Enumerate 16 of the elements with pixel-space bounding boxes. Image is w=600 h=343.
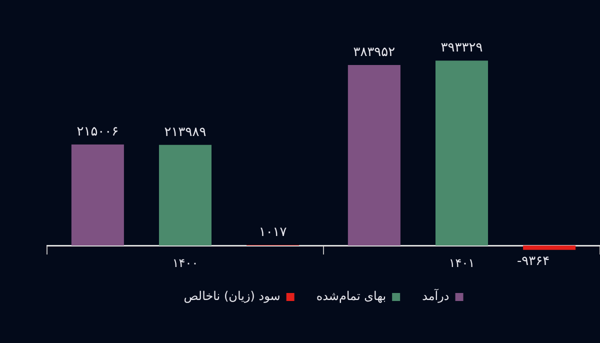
legend-label: بهای تمام‌شده xyxy=(316,289,386,304)
data-label: ۳۹۳۳۲۹ xyxy=(440,40,483,56)
bar xyxy=(523,246,576,250)
bar xyxy=(71,144,124,246)
x-tick-label: ۱۴۰۰ xyxy=(172,256,198,270)
data-label: -۹۳۶۴ xyxy=(516,254,550,269)
legend-label: درآمد xyxy=(422,288,450,304)
legend-label: سود (زیان) ناخالص xyxy=(184,289,280,304)
data-label: ۲۱۳۹۸۹ xyxy=(164,124,206,140)
bar xyxy=(158,144,212,246)
data-label: ۲۱۵۰۰۶ xyxy=(76,124,119,140)
data-label: ۱۰۱۷ xyxy=(258,224,287,240)
bar xyxy=(435,60,488,246)
bar xyxy=(348,65,400,246)
data-label: ۳۸۳۹۵۲ xyxy=(353,44,396,60)
x-tick-label: ۱۴۰۱ xyxy=(448,256,475,270)
